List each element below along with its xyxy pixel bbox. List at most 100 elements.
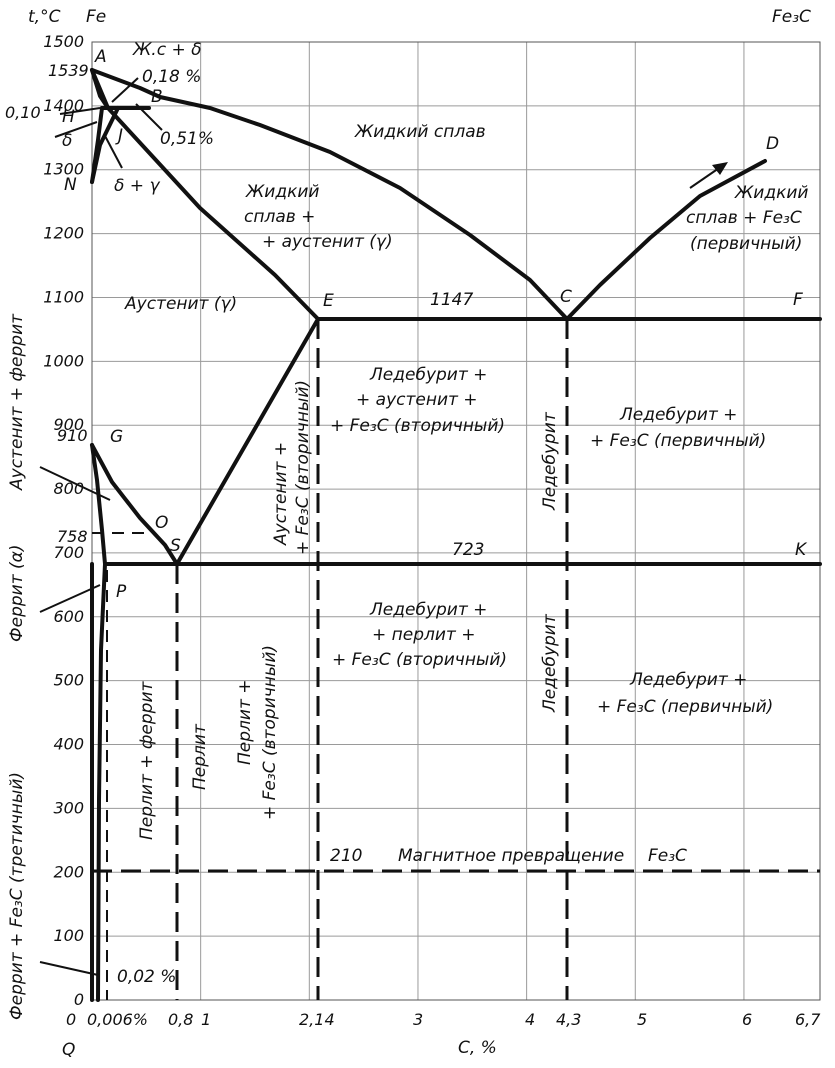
line-NJ: [90, 106, 120, 184]
y-tick-label: 1200: [43, 224, 84, 243]
x-tick-08: 0,8: [168, 1010, 193, 1029]
line-GS: [90, 443, 179, 566]
note-723: 723: [452, 540, 484, 560]
x-axis-title: C, %: [458, 1038, 497, 1058]
x-tick-0006: 0,006%: [87, 1010, 148, 1029]
y-tick-label: 300: [53, 798, 84, 817]
line-PQ: [96, 562, 107, 1002]
y-tick-1539: 1539: [48, 61, 89, 80]
y-axis-title: t,°C: [28, 7, 61, 27]
region-liq-aust-3: + аустенит (γ): [262, 232, 393, 252]
point-K: K: [795, 540, 808, 560]
point-P: P: [116, 582, 127, 602]
region-led-cem1-1: Ледебурит +: [619, 405, 737, 425]
arrow-head: [712, 162, 728, 175]
leader-tertiary: [39, 961, 99, 976]
note-1147: 1147: [430, 290, 473, 310]
plot-frame: [91, 41, 821, 1001]
point-C: C: [560, 287, 572, 307]
point-H: H: [62, 107, 75, 127]
region-liq-cem-1: Жидкий: [734, 183, 808, 203]
y-tick-label: 1000: [43, 351, 84, 370]
x-tick-43: 4,3: [556, 1010, 581, 1029]
point-O: O: [155, 513, 168, 533]
y-tick-label: 1100: [43, 287, 84, 306]
region-ledeburite-lower: Ледебурит: [540, 613, 560, 713]
region-perl-cem-1: Перлит +: [235, 680, 255, 766]
note-magnetic: Магнитное превращение: [398, 846, 624, 866]
fe3c-label: Fe₃C: [772, 7, 811, 27]
region-led-aust-2: + аустенит +: [356, 390, 478, 410]
region-austenite: Аустенит (γ): [124, 294, 237, 314]
fe-label: Fe: [86, 7, 106, 27]
leader-010: [59, 107, 101, 115]
phase-lines: [39, 68, 822, 1002]
x-tick-6: 6: [742, 1010, 752, 1029]
region-perlite: Перлит: [190, 723, 210, 790]
y-tick-label: 100: [53, 926, 84, 945]
region-liq-cem-2: сплав + Fe₃C: [686, 208, 802, 228]
point-delta: δ: [62, 131, 72, 151]
y-axis-ticks: 0 100 200 300 400 500 600 700 800 900 1000 1100 1200…: [43, 32, 84, 1009]
point-F: F: [793, 290, 803, 310]
region-aust-cem-1: Аустенит +: [271, 442, 291, 546]
note-010: 0,10: [5, 103, 41, 122]
y-tick-label: 700: [53, 543, 84, 562]
x-tick-5: 5: [637, 1010, 647, 1029]
y-tick-910: 910: [57, 426, 88, 445]
x-tick-67: 6,7: [795, 1010, 821, 1029]
liquidus-CD: [565, 159, 767, 321]
note-210: 210: [330, 846, 362, 866]
y-tick-label: 500: [53, 671, 84, 690]
region-aust-cem-2: + Fe₃C (вторичный): [293, 380, 313, 555]
line-ES: [175, 317, 320, 566]
region-led-perl-1: Ледебурит +: [369, 600, 487, 620]
y-tick-label: 1400: [43, 96, 84, 115]
point-N: N: [64, 175, 77, 195]
leader-018: [111, 77, 139, 103]
region-ledeburite-upper: Ледебурит: [540, 411, 560, 511]
note-051: 0,51%: [160, 129, 214, 149]
region-liquid: Жидкий сплав: [354, 122, 486, 142]
x-tick-0: 0: [66, 1010, 76, 1029]
point-A: A: [94, 47, 107, 67]
note-002: 0,02 %: [117, 967, 176, 987]
x-tick-4: 4: [525, 1010, 535, 1029]
point-D: D: [766, 134, 779, 154]
leader-ferrite: [39, 584, 101, 613]
y-tick-758: 758: [57, 527, 88, 546]
note-018: 0,18 %: [142, 67, 201, 87]
y-tick-label: 0: [74, 990, 84, 1009]
point-Q: Q: [62, 1040, 75, 1060]
region-liq-aust-1: Жидкий: [245, 182, 319, 202]
y-tick-label: 1500: [43, 32, 84, 51]
leader-delta-gamma: [103, 133, 123, 169]
region-ferrite-left: Феррит (α): [7, 544, 27, 642]
region-led-cem2-1: Ледебурит +: [629, 670, 747, 690]
region-ferrite-tert: Феррит + Fe₃C (третичный): [7, 772, 27, 1020]
region-perlite-ferrite: Перлит + феррит: [137, 680, 157, 840]
leader-051: [135, 103, 163, 131]
point-G: G: [110, 427, 123, 447]
leader-aust-ferrite: [39, 466, 111, 501]
y-tick-label: 800: [53, 479, 84, 498]
leader-delta: [54, 121, 98, 138]
x-tick-214: 2,14: [299, 1010, 335, 1029]
region-led-cem2-2: + Fe₃C (первичный): [597, 697, 773, 717]
note-magnetic-fe3c: Fe₃C: [648, 846, 687, 866]
y-tick-label: 1300: [43, 160, 84, 179]
note-delta-gamma: δ + γ: [114, 176, 160, 196]
point-E: E: [323, 291, 334, 311]
point-J: J: [115, 126, 123, 146]
liquidus-AB: [90, 68, 569, 321]
line-AE: [90, 68, 320, 321]
region-led-perl-3: + Fe₃C (вторичный): [332, 650, 507, 670]
y-tick-label: 200: [53, 862, 84, 881]
note-liq-delta: Ж.с + δ: [132, 40, 202, 60]
y-tick-label: 400: [53, 735, 84, 754]
line-GP: [90, 443, 107, 566]
region-led-cem1-2: + Fe₃C (первичный): [590, 431, 766, 451]
region-aust-ferrite-left: Аустенит + феррит: [7, 313, 27, 491]
